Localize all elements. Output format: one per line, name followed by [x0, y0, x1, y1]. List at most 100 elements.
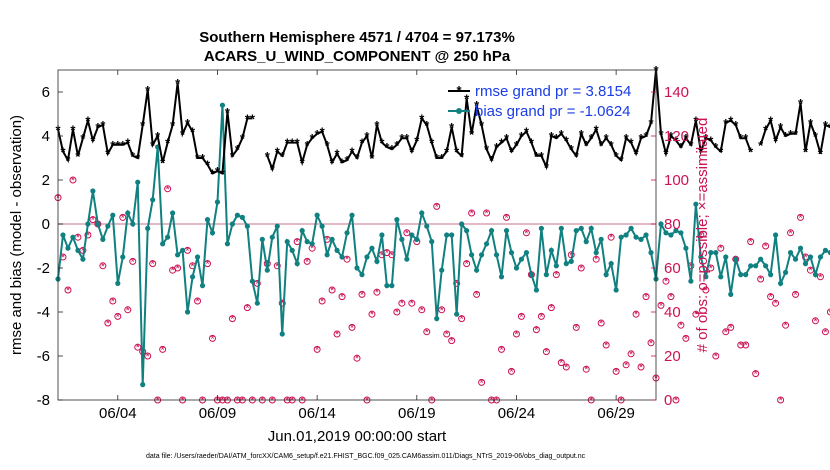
bias-point	[115, 280, 121, 286]
bias-point	[165, 234, 171, 240]
assimilated-count-point: *	[330, 285, 335, 297]
rmse-line	[759, 102, 830, 154]
rmse-point: *	[688, 138, 694, 153]
rmse-point: *	[310, 131, 316, 146]
bias-point	[309, 241, 315, 247]
assimilated-count-point: *	[390, 250, 395, 262]
bias-point	[648, 250, 654, 256]
rmse-point: *	[788, 127, 794, 142]
rmse-point: *	[125, 136, 131, 151]
rmse-point: *	[808, 116, 814, 131]
possible-count-point	[612, 367, 620, 375]
rmse-point: *	[464, 92, 470, 107]
bias-point	[822, 247, 829, 253]
bias-point	[827, 250, 830, 256]
y-tick-label: 4	[42, 128, 50, 145]
assimilated-count-point: *	[101, 261, 106, 273]
rmse-point: *	[225, 105, 231, 120]
bias-point	[743, 272, 749, 278]
assimilated-count-point: *	[494, 395, 499, 407]
bias-point	[429, 239, 435, 245]
assimilated-count-point: *	[739, 340, 744, 352]
rmse-point: *	[509, 144, 515, 159]
assimilated-count-point: *	[385, 248, 390, 260]
possible-count-point	[757, 275, 765, 283]
assimilated-count-point: *	[151, 259, 156, 271]
possible-count-point	[542, 348, 550, 356]
bias-point	[125, 210, 131, 216]
possible-count-point	[174, 264, 182, 272]
assimilated-count-point: *	[275, 261, 280, 273]
assimilated-count-point: *	[773, 298, 778, 310]
bias-point	[394, 217, 400, 223]
bias-point	[758, 256, 764, 262]
bias-point	[638, 236, 644, 242]
rmse-point: *	[320, 125, 326, 140]
possible-count-point	[463, 260, 471, 268]
assimilated-count-point: *	[754, 369, 759, 381]
possible-count-point	[333, 330, 341, 338]
bias-point	[543, 272, 549, 278]
rmse-point: *	[653, 63, 659, 78]
bias-point	[773, 232, 779, 238]
assimilated-count-point: *	[450, 336, 455, 348]
possible-count-point	[228, 315, 236, 323]
rmse-point: *	[85, 114, 91, 129]
bias-point	[474, 267, 480, 273]
assimilated-count-point: *	[460, 314, 465, 326]
rmse-point: *	[728, 114, 734, 129]
bias-point	[389, 283, 395, 289]
assimilated-count-point: *	[136, 342, 141, 354]
rmse-point: *	[474, 98, 480, 113]
bias-point	[608, 261, 614, 267]
assimilated-count-point: *	[644, 292, 649, 304]
bias-point	[289, 247, 295, 253]
assimilated-count-point: *	[215, 395, 220, 407]
bias-point	[533, 287, 540, 293]
y-right-tick-label: 100	[664, 172, 689, 189]
bias-point	[219, 102, 226, 108]
x-tick-label: 06/04	[99, 405, 137, 422]
rmse-point: *	[569, 142, 575, 157]
rmse-point: *	[484, 142, 490, 157]
bias-point	[60, 232, 66, 238]
assimilated-count-point: *	[405, 228, 410, 240]
assimilated-count-point: *	[714, 351, 719, 363]
assimilated-count-point: *	[295, 237, 300, 249]
rmse-point: *	[285, 136, 291, 151]
assimilated-count-point: *	[664, 276, 669, 288]
assimilated-count-point: *	[170, 265, 175, 277]
rmse-point: *	[265, 149, 271, 164]
assimilated-count-point: *	[345, 254, 350, 266]
rmse-point: *	[479, 118, 485, 133]
bias-point	[698, 254, 704, 260]
bias-point	[354, 265, 360, 271]
possible-count-point	[667, 293, 675, 301]
possible-count-point	[637, 363, 645, 371]
bias-point	[264, 267, 270, 273]
rmse-point: *	[145, 83, 151, 98]
bias-point	[683, 245, 689, 251]
assimilated-count-point: *	[86, 230, 91, 242]
possible-count-point	[318, 297, 326, 305]
possible-count-point	[712, 352, 720, 360]
possible-count-point	[99, 262, 107, 270]
rmse-point: *	[359, 136, 365, 151]
possible-count-point	[109, 297, 117, 305]
possible-count-point	[423, 328, 431, 336]
bias-point	[464, 228, 470, 234]
x-tick-label: 06/24	[498, 405, 536, 422]
bias-point	[508, 250, 515, 256]
possible-count-point	[762, 242, 770, 250]
bias-point	[583, 239, 589, 245]
bias-point	[120, 254, 126, 260]
bias-point	[279, 331, 285, 337]
possible-count-point	[577, 264, 585, 272]
bias-point	[673, 228, 679, 234]
rmse-point: *	[130, 149, 136, 164]
possible-count-point	[572, 323, 580, 331]
rmse-point: *	[644, 129, 650, 144]
possible-count-point	[164, 185, 172, 193]
bias-point	[733, 256, 739, 262]
